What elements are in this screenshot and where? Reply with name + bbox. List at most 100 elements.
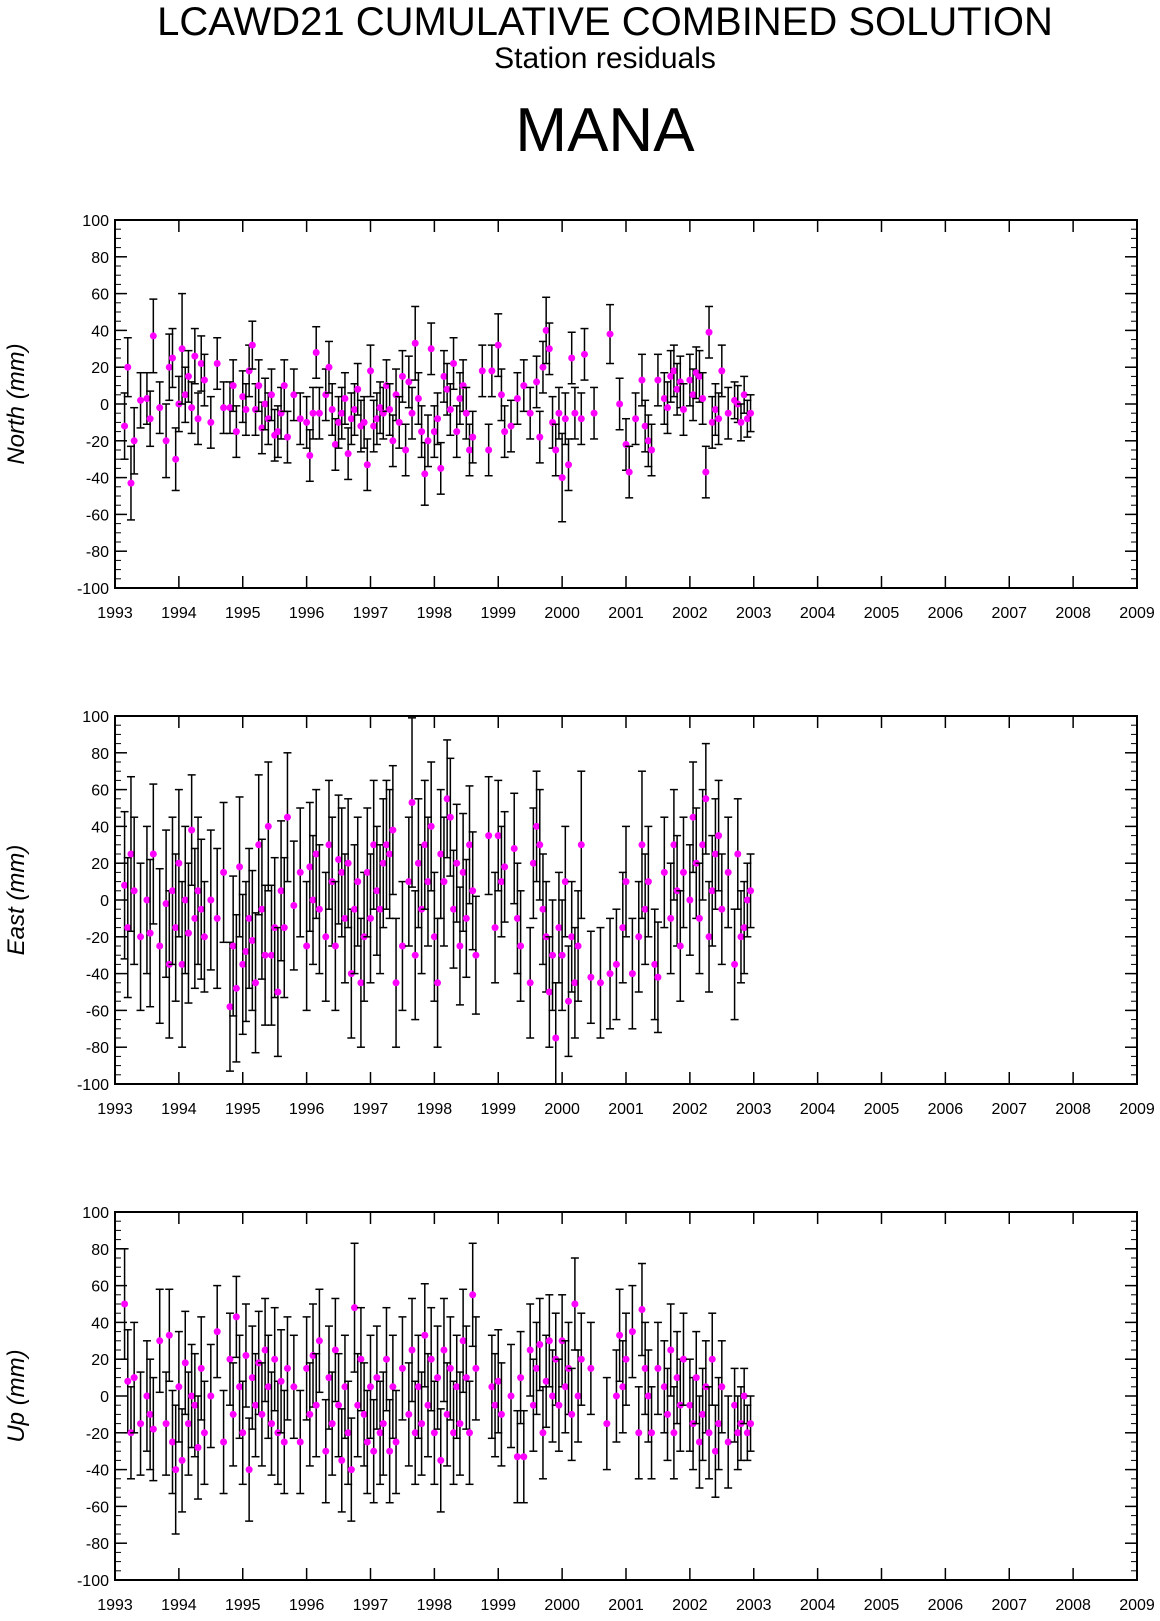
station-name: MANA <box>515 96 695 165</box>
data-point <box>462 1374 470 1382</box>
data-point <box>130 1374 138 1382</box>
data-point <box>277 887 285 895</box>
data-point <box>357 1355 365 1363</box>
data-point <box>271 1355 279 1363</box>
data-point <box>267 951 275 959</box>
chart-title: LCAWD21 CUMULATIVE COMBINED SOLUTION <box>157 0 1053 44</box>
data-point <box>539 905 547 913</box>
data-point <box>360 1410 368 1418</box>
data-point <box>628 970 636 978</box>
data-point <box>478 367 486 375</box>
data-point <box>580 350 588 358</box>
data-point <box>427 345 435 353</box>
data-point <box>207 418 215 426</box>
x-tick-label: 1999 <box>480 1597 516 1614</box>
data-point <box>450 1429 458 1437</box>
data-point <box>398 1364 406 1372</box>
y-tick-label: 20 <box>91 856 109 873</box>
data-point <box>188 826 196 834</box>
data-point <box>660 868 668 876</box>
data-point <box>619 924 627 932</box>
data-point <box>121 1300 129 1308</box>
data-point <box>168 354 176 362</box>
data-point <box>466 446 474 454</box>
data-point <box>248 1374 256 1382</box>
data-point <box>427 822 435 830</box>
data-point <box>533 822 541 830</box>
data-point <box>315 409 323 417</box>
data-point <box>188 1392 196 1400</box>
data-point <box>705 933 713 941</box>
data-point <box>507 422 515 430</box>
y-tick-label: -40 <box>86 967 109 984</box>
x-tick-label: 2000 <box>544 1597 580 1614</box>
data-point <box>328 1420 336 1428</box>
y-tick-label: 100 <box>82 213 109 230</box>
data-point <box>459 868 467 876</box>
data-point <box>545 1337 553 1345</box>
data-point <box>501 863 509 871</box>
data-point <box>437 464 445 472</box>
data-point <box>686 896 694 904</box>
data-point <box>261 951 269 959</box>
data-point <box>705 328 713 336</box>
data-point <box>341 1383 349 1391</box>
data-point <box>708 887 716 895</box>
x-tick-label: 1995 <box>225 1597 261 1614</box>
data-point <box>363 868 371 876</box>
data-point <box>137 1420 145 1428</box>
data-point <box>654 1364 662 1372</box>
data-point <box>679 868 687 876</box>
data-point <box>702 795 710 803</box>
data-point <box>191 914 199 922</box>
data-point <box>424 878 432 886</box>
x-tick-label: 2002 <box>672 605 708 622</box>
data-point <box>443 385 451 393</box>
data-point <box>418 428 426 436</box>
data-point <box>200 1429 208 1437</box>
data-point <box>724 409 732 417</box>
data-point <box>344 1429 352 1437</box>
data-point <box>459 1337 467 1345</box>
data-point <box>571 409 579 417</box>
data-point <box>641 422 649 430</box>
data-point <box>255 382 263 390</box>
data-point <box>638 376 646 384</box>
y-tick-label: 40 <box>91 1315 109 1332</box>
data-point <box>344 450 352 458</box>
data-point <box>315 905 323 913</box>
data-point <box>386 406 394 414</box>
data-point <box>309 896 317 904</box>
data-point <box>596 979 604 987</box>
data-point <box>137 396 145 404</box>
data-point <box>143 394 151 402</box>
data-point <box>296 1438 304 1446</box>
x-tick-label: 2003 <box>736 1101 772 1118</box>
data-point <box>290 1383 298 1391</box>
data-point <box>612 960 620 968</box>
data-point <box>181 1359 189 1367</box>
data-point <box>376 1429 384 1437</box>
y-tick-label: 0 <box>100 397 109 414</box>
x-tick-label: 2005 <box>864 605 900 622</box>
data-point <box>571 979 579 987</box>
data-point <box>430 933 438 941</box>
data-point <box>466 1429 474 1437</box>
data-point <box>648 446 656 454</box>
data-point <box>446 1364 454 1372</box>
data-point <box>450 905 458 913</box>
data-point <box>699 1410 707 1418</box>
data-point <box>258 1410 266 1418</box>
data-layer <box>120 292 755 523</box>
data-point <box>322 933 330 941</box>
data-point <box>616 1331 624 1339</box>
data-point <box>561 1383 569 1391</box>
data-point <box>462 914 470 922</box>
data-point <box>421 470 429 478</box>
data-point <box>357 979 365 987</box>
data-point <box>408 798 416 806</box>
data-point <box>520 382 528 390</box>
y-tick-label: 20 <box>91 360 109 377</box>
data-point <box>306 863 314 871</box>
data-point <box>711 1447 719 1455</box>
